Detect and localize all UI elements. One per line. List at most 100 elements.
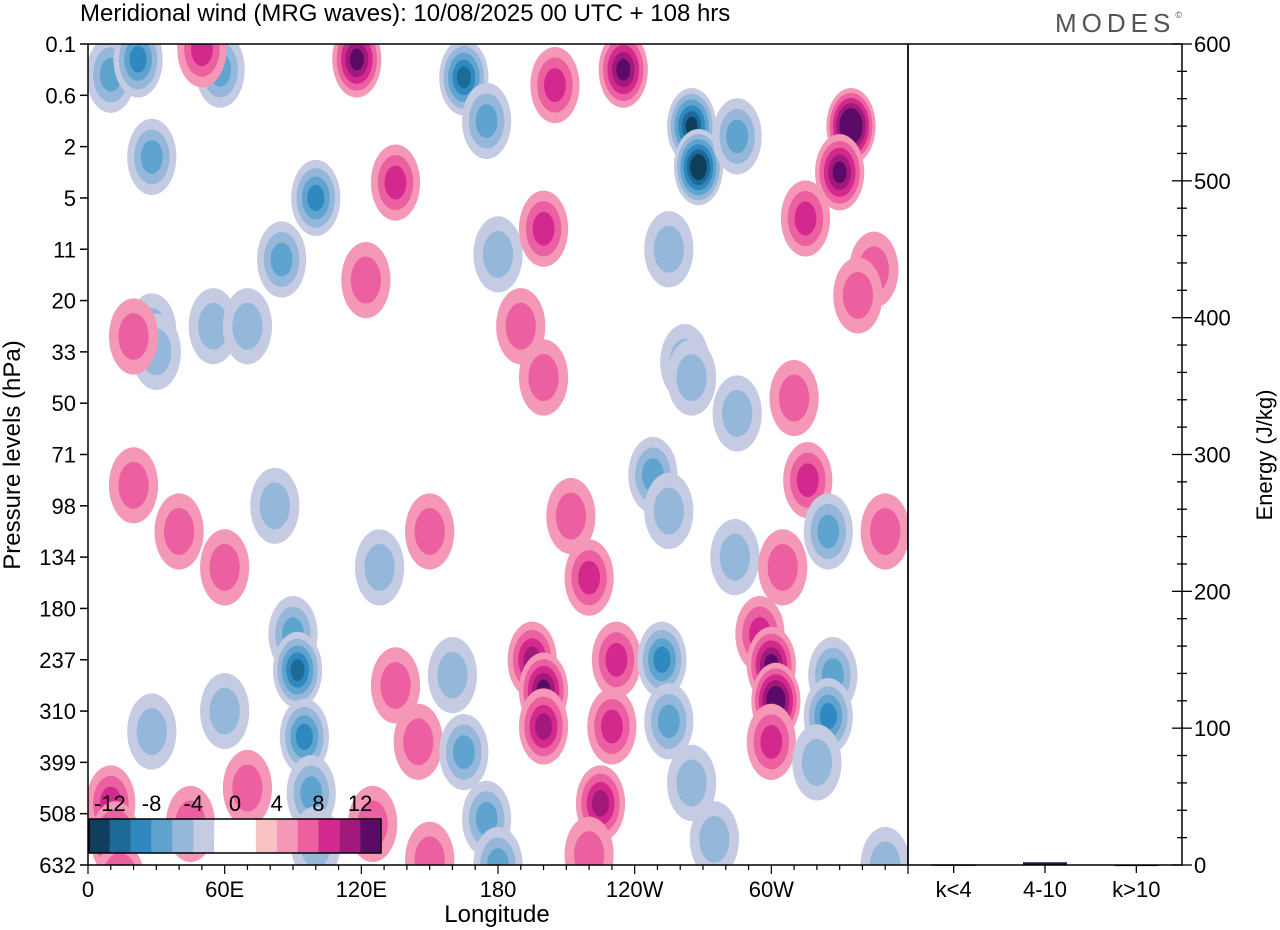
- colorbar-legend: -12 -8 -4 0 4 8 12: [88, 791, 382, 854]
- colorbar-label: -4: [184, 791, 204, 816]
- wind-anomaly-cell: [870, 508, 901, 555]
- colorbar-frame: [88, 818, 382, 854]
- wind-anomaly-cell: [259, 482, 290, 530]
- wind-anomaly-cell: [414, 836, 445, 865]
- wind-anomaly-cell: [115, 863, 125, 865]
- wind-anomaly-cell: [349, 48, 364, 71]
- colorbar-swatch: [130, 819, 152, 853]
- wind-anomaly-cell: [555, 492, 587, 540]
- wind-anomaly-cell: [653, 487, 684, 535]
- colorbar-label: 8: [312, 791, 324, 816]
- wind-anomaly-cell: [487, 848, 509, 865]
- colorbar-swatch: [339, 819, 361, 853]
- wind-anomaly-cell: [129, 46, 147, 73]
- wind-anomaly-cell: [118, 461, 149, 509]
- wind-anomaly-cell: [209, 543, 240, 591]
- energy-category-label: 4-10: [1023, 877, 1067, 902]
- wind-anomaly-cell: [307, 184, 325, 212]
- wind-anomaly-cell: [505, 302, 536, 350]
- wind-anomaly-cell: [364, 543, 395, 591]
- colorbar-label: 4: [271, 791, 283, 816]
- wind-anomaly-cell: [380, 661, 411, 709]
- wind-anomaly-cell: [437, 651, 468, 699]
- wind-anomaly-cell: [544, 68, 566, 102]
- wind-anomaly-cell: [532, 211, 555, 246]
- wind-anomaly-cell: [699, 815, 730, 863]
- colorbar-swatch: [297, 819, 319, 853]
- y-axis-label: Pressure levels (hPa): [0, 340, 26, 569]
- wind-anomaly-cell: [528, 354, 559, 401]
- energy-category-label: k<4: [936, 877, 972, 902]
- wind-anomaly-cell: [384, 165, 407, 200]
- wind-anomaly-cell: [726, 119, 749, 154]
- wind-anomaly-cell: [209, 687, 240, 735]
- y-tick-label: 508: [39, 802, 76, 827]
- x-tick-label: 60W: [749, 877, 794, 902]
- wind-anomaly-cell: [475, 104, 498, 138]
- energy-tick-label: 400: [1194, 306, 1231, 331]
- wind-anomaly-cell: [676, 354, 707, 401]
- colorbar-swatch: [89, 819, 110, 853]
- y-tick-label: 50: [52, 391, 76, 416]
- energy-tick-label: 200: [1194, 579, 1231, 604]
- wind-anomaly-cell: [616, 58, 631, 81]
- y-tick-label: 2: [64, 135, 76, 160]
- wind-anomaly-cell: [403, 718, 434, 766]
- colorbar-swatch: [172, 819, 194, 853]
- wind-anomaly-cell: [653, 225, 684, 273]
- colorbar-swatch: [151, 819, 173, 853]
- wind-anomaly-cell: [105, 852, 135, 865]
- wind-anomaly-cell: [414, 508, 445, 555]
- wind-anomaly-cell: [657, 704, 680, 739]
- brand-logo: MODES©: [1055, 8, 1182, 38]
- x-tick-label: 120W: [606, 877, 664, 902]
- wind-anomaly-cell: [350, 256, 382, 304]
- y-tick-label: 134: [39, 545, 76, 570]
- wind-anomaly-cell: [832, 161, 847, 184]
- wind-anomaly-cell: [794, 201, 817, 236]
- wind-anomaly-cell: [778, 374, 810, 422]
- wind-anomaly-cell: [232, 764, 263, 812]
- y-tick-label: 98: [52, 494, 76, 519]
- wind-anomaly-cell: [295, 723, 313, 750]
- energy-tick-label: 300: [1194, 443, 1231, 468]
- energy-bar: [1023, 862, 1067, 865]
- y-tick-label: 5: [64, 186, 76, 211]
- energy-tick-label: 500: [1194, 169, 1231, 194]
- wind-anomaly-cell: [819, 702, 837, 730]
- colorbar-swatch: [276, 819, 298, 853]
- wind-anomaly-cell: [578, 560, 601, 595]
- wind-anomaly-cell: [290, 659, 305, 681]
- wind-anomaly-cell: [300, 776, 323, 811]
- colorbar-swatch: [235, 819, 256, 853]
- x-tick-label: 120E: [336, 877, 387, 902]
- colorbar-swatch: [214, 819, 235, 853]
- colorbar-label: -12: [94, 791, 126, 816]
- wind-anomaly-cell: [482, 230, 514, 278]
- heatmap-plot: [88, 44, 908, 865]
- colorbar-swatch: [255, 819, 277, 853]
- wind-anomaly-cell: [136, 708, 167, 756]
- wind-anomaly-cell: [190, 44, 213, 67]
- wind-anomaly-cell: [600, 709, 623, 744]
- y-tick-label: 0.6: [45, 83, 76, 108]
- wind-anomaly-cell: [722, 390, 753, 437]
- y-tick-label: 180: [39, 596, 76, 621]
- y-tick-label: 310: [39, 699, 76, 724]
- x-tick-label: 0: [82, 877, 94, 902]
- y-tick-label: 11: [53, 237, 76, 262]
- energy-axis-label: Energy (J/kg): [1252, 390, 1277, 521]
- colorbar-swatch: [318, 819, 340, 853]
- y-tick-label: 632: [39, 853, 76, 878]
- wind-anomaly-cell: [653, 646, 671, 674]
- energy-tick-label: 0: [1194, 853, 1206, 878]
- x-tick-label: 180: [480, 877, 517, 902]
- wind-anomaly-cell: [796, 463, 819, 498]
- colorbar-label: 12: [348, 791, 372, 816]
- wind-anomaly-cell: [760, 724, 783, 759]
- wind-anomaly-cell: [719, 533, 751, 581]
- wind-anomaly-cell: [605, 642, 628, 677]
- wind-anomaly-cell: [163, 508, 195, 555]
- wind-anomaly-cell: [693, 159, 704, 176]
